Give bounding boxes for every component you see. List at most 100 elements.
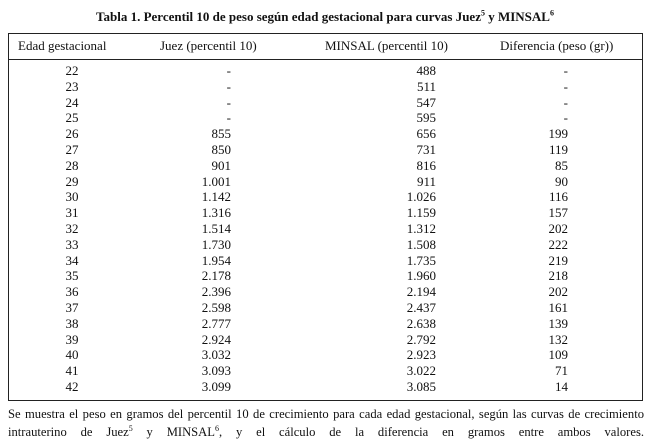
cell: 3.032: [201, 347, 231, 363]
cell: 36: [65, 284, 79, 300]
cell: 90: [555, 173, 568, 189]
cell: 2.923: [406, 347, 436, 363]
cell: 1.312: [406, 221, 436, 236]
cell: -: [563, 94, 568, 110]
superscript: 6: [549, 8, 554, 18]
cell: 37: [65, 300, 79, 315]
cell: 3.022: [406, 363, 436, 379]
cell: -: [226, 94, 231, 110]
cell: 731: [416, 142, 437, 157]
cell: 547: [416, 94, 437, 110]
cell: 2.777: [201, 315, 231, 331]
cell: 24: [65, 94, 79, 110]
cell: 31: [65, 205, 79, 221]
cell: 71: [555, 363, 568, 379]
cell: 27: [65, 142, 79, 157]
cell: 2.194: [406, 284, 436, 300]
superscript: 5: [480, 8, 485, 18]
cell: 1.316: [201, 205, 231, 221]
cell: 3.085: [406, 379, 436, 394]
cell: 1.960: [406, 268, 436, 284]
cell: 816: [416, 157, 437, 173]
cell: -: [563, 78, 568, 94]
cell: 119: [548, 142, 568, 157]
cell: -: [563, 110, 568, 126]
cell: 2.396: [201, 284, 231, 300]
text: Tabla 1. Percentil 10 de peso según edad…: [96, 9, 481, 24]
column-header: Diferencia (peso (gr)): [500, 38, 614, 53]
cell: 32: [65, 221, 79, 236]
cell: 157: [548, 205, 569, 221]
cell: 29: [65, 173, 79, 189]
cell: 28: [65, 157, 79, 173]
cell: 1.735: [406, 252, 436, 268]
cell: 901: [211, 157, 232, 173]
cell: 23: [65, 78, 79, 94]
cell: -: [226, 78, 231, 94]
cell: 656: [416, 126, 437, 142]
cell: -: [563, 63, 568, 78]
cell: 34: [65, 252, 79, 268]
superscript: 6: [214, 423, 219, 433]
cell: 1.730: [201, 236, 231, 252]
cell: 1.142: [201, 189, 231, 205]
text: , y el cálculo de la diferencia en gramo…: [218, 425, 644, 439]
cell: 1.508: [406, 236, 436, 252]
cell: 1.026: [406, 189, 436, 205]
superscript: 5: [128, 423, 133, 433]
cell: 132: [548, 331, 569, 347]
cell: 218: [548, 268, 569, 284]
cell: 139: [548, 315, 569, 331]
cell: 30: [65, 189, 79, 205]
cell: 116: [548, 189, 568, 205]
cell: 219: [548, 252, 569, 268]
cell: 2.638: [406, 315, 436, 331]
cell: 595: [416, 110, 437, 126]
cell: 202: [548, 284, 569, 300]
text: Se muestra el peso en gramos del percent…: [8, 407, 644, 439]
table-border: [8, 33, 643, 401]
cell: 488: [416, 63, 437, 78]
cell: 3.093: [201, 363, 231, 379]
cell: 1.159: [406, 205, 436, 221]
header-rule: [8, 59, 643, 60]
cell: 2.178: [201, 268, 231, 284]
cell: 222: [548, 236, 569, 252]
cell: 14: [555, 379, 568, 394]
cell: 202: [548, 221, 569, 236]
cell: 35: [65, 268, 79, 284]
cell: -: [226, 110, 231, 126]
cell: 1.514: [201, 221, 231, 236]
column-header: Juez (percentil 10): [160, 38, 257, 53]
cell: 2.792: [406, 331, 436, 347]
cell: 33: [65, 236, 79, 252]
cell: 109: [548, 347, 569, 363]
cell: 85: [555, 157, 568, 173]
cell: 22: [65, 63, 79, 78]
cell: 2.924: [201, 331, 231, 347]
footnote: Se muestra el peso en gramos del percent…: [8, 405, 644, 441]
cell: 38: [65, 315, 79, 331]
cell: 1.001: [201, 173, 231, 189]
cell: 2.598: [201, 300, 231, 315]
text: y MINSAL: [132, 425, 215, 439]
cell: 2.437: [406, 300, 436, 315]
cell: 3.099: [201, 379, 231, 394]
cell: 855: [211, 126, 232, 142]
cell: 199: [548, 126, 569, 142]
cell: 25: [65, 110, 79, 126]
cell: 161: [548, 300, 569, 315]
cell: 40: [65, 347, 79, 363]
cell: 42: [65, 379, 79, 394]
text: y MINSAL: [484, 9, 550, 24]
cell: 39: [65, 331, 79, 347]
cell: 26: [65, 126, 79, 142]
cell: 850: [211, 142, 232, 157]
table-title: Tabla 1. Percentil 10 de peso según edad…: [0, 9, 650, 25]
cell: 511: [416, 78, 436, 94]
column-header: MINSAL (percentil 10): [325, 38, 448, 53]
cell: -: [226, 63, 231, 78]
column-header: Edad gestacional: [18, 38, 107, 53]
cell: 41: [65, 363, 79, 379]
